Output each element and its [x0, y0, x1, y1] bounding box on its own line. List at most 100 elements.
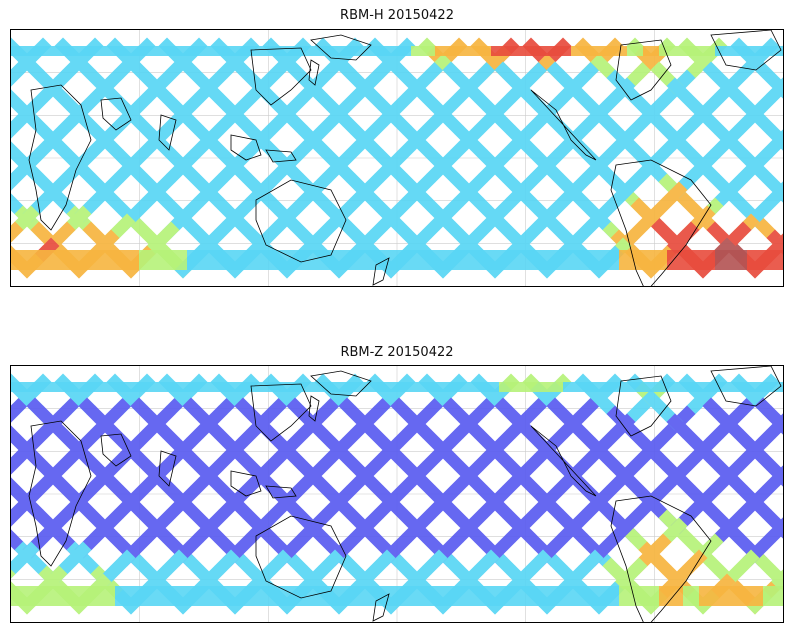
south-edge-cell — [99, 250, 107, 270]
swath-segment — [11, 557, 24, 579]
north-edge-cell — [331, 382, 339, 392]
south-edge-cell — [131, 250, 139, 270]
south-edge-cell — [379, 250, 387, 270]
map-panel-rbm-z — [10, 365, 784, 623]
south-edge-cell — [171, 586, 179, 606]
north-edge-cell — [619, 382, 627, 392]
north-edge-cell — [259, 46, 267, 56]
north-edge-cell — [107, 382, 115, 392]
south-edge-cell — [227, 250, 235, 270]
north-edge-cell — [395, 382, 403, 392]
north-edge-cell — [499, 382, 507, 392]
south-edge-cell — [19, 586, 27, 606]
coastline-path — [308, 395, 320, 422]
north-edge-cell — [723, 46, 731, 56]
north-edge-cell — [275, 382, 283, 392]
south-edge-cell — [635, 250, 643, 270]
south-edge-cell — [411, 586, 419, 606]
south-edge-cell — [539, 586, 547, 606]
south-edge-cell — [555, 250, 563, 270]
south-edge-cell — [419, 586, 427, 606]
south-edge-cell — [531, 586, 539, 606]
south-edge-cell — [219, 586, 227, 606]
south-edge-cell — [355, 586, 363, 606]
south-edge-cell — [531, 250, 539, 270]
south-edge-cell — [67, 586, 75, 606]
south-edge-cell — [403, 586, 411, 606]
north-edge-cell — [547, 46, 555, 56]
south-edge-cell — [747, 586, 755, 606]
swath-segment — [770, 413, 783, 435]
north-edge-cell — [539, 46, 547, 56]
south-edge-cell — [27, 250, 35, 270]
south-edge-cell — [651, 586, 659, 606]
coastline-path — [372, 593, 390, 622]
coastline-path — [28, 84, 92, 231]
north-edge-cell — [27, 46, 35, 56]
south-edge-cell — [123, 586, 131, 606]
north-edge-cell — [267, 382, 275, 392]
north-edge-cell — [315, 382, 323, 392]
north-edge-cell — [659, 382, 667, 392]
north-edge-cell — [611, 382, 619, 392]
north-edge-cell — [747, 46, 755, 56]
south-edge-cell — [547, 586, 555, 606]
south-edge-cell — [755, 586, 763, 606]
north-edge-cell — [603, 46, 611, 56]
south-edge-cell — [131, 586, 139, 606]
north-edge-cell — [443, 46, 451, 56]
north-edge-cell — [771, 382, 779, 392]
south-edge-cell — [603, 250, 611, 270]
north-edge-cell — [739, 382, 747, 392]
north-edge-cell — [387, 46, 395, 56]
south-edge-cell — [755, 250, 763, 270]
south-edge-cell — [355, 250, 363, 270]
south-edge-cell — [571, 586, 579, 606]
north-edge-cell — [451, 382, 459, 392]
south-edge-cell — [587, 250, 595, 270]
south-edge-cell — [595, 250, 603, 270]
north-edge-cell — [643, 382, 651, 392]
south-edge-cell — [443, 586, 451, 606]
south-edge-cell — [475, 250, 483, 270]
north-edge-cell — [59, 382, 67, 392]
north-edge-cell — [571, 382, 579, 392]
coastline-path — [530, 89, 597, 161]
north-edge-cell — [683, 382, 691, 392]
south-edge-cell — [603, 586, 611, 606]
south-edge-cell — [379, 586, 387, 606]
satellite-track-map-rbm-z — [11, 366, 783, 622]
coastline-path — [265, 485, 297, 499]
south-edge-cell — [571, 250, 579, 270]
south-edge-cell — [539, 250, 547, 270]
north-edge-cell — [707, 46, 715, 56]
north-edge-cell — [203, 382, 211, 392]
south-edge-cell — [331, 250, 339, 270]
south-edge-cell — [459, 586, 467, 606]
north-edge-cell — [387, 382, 395, 392]
north-edge-cell — [731, 382, 739, 392]
north-edge-cell — [155, 382, 163, 392]
south-edge-cell — [243, 250, 251, 270]
coastline-path — [100, 97, 132, 131]
north-edge-cell — [403, 382, 411, 392]
south-edge-cell — [203, 586, 211, 606]
south-edge-cell — [587, 586, 595, 606]
north-edge-cell — [75, 46, 83, 56]
north-edge-cell — [763, 46, 771, 56]
north-edge-cell — [75, 382, 83, 392]
south-edge-cell — [771, 586, 779, 606]
north-edge-cell — [755, 46, 763, 56]
north-edge-cell — [307, 46, 315, 56]
north-edge-cell — [219, 46, 227, 56]
north-edge-cell — [211, 46, 219, 56]
south-edge-cell — [275, 250, 283, 270]
north-edge-cell — [283, 46, 291, 56]
north-edge-cell — [35, 382, 43, 392]
south-edge-cell — [19, 250, 27, 270]
north-edge-cell — [779, 46, 783, 56]
south-edge-cell — [251, 250, 259, 270]
south-edge-cell — [195, 586, 203, 606]
satellite-track-map-rbm-h — [11, 30, 783, 286]
north-edge-cell — [627, 46, 635, 56]
